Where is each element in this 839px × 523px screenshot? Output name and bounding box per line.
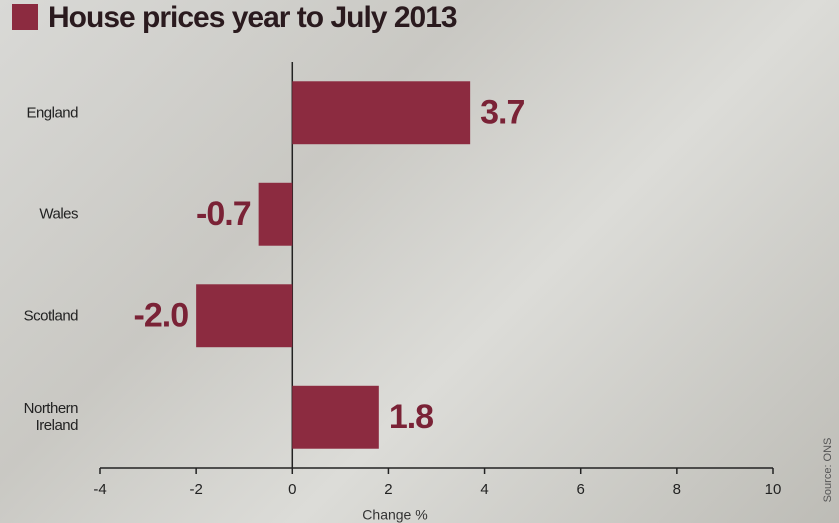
x-axis-label: Change % <box>362 507 427 523</box>
x-tick-label: 8 <box>673 481 681 498</box>
y-tick-label: England <box>26 104 78 122</box>
x-tick-label: 10 <box>765 481 782 498</box>
value-label: -0.7 <box>196 195 251 233</box>
value-label: 1.8 <box>389 398 433 436</box>
x-tick-label: 2 <box>384 481 392 498</box>
bar <box>196 284 293 348</box>
bar <box>258 182 293 246</box>
y-tick-label: Wales <box>39 205 78 223</box>
y-tick-label: Scotland <box>23 307 79 325</box>
x-tick-label: -2 <box>189 481 202 498</box>
value-label: 3.7 <box>480 94 524 132</box>
source: Source: ONS <box>822 438 834 503</box>
chart-title: House prices year to July 2013 <box>48 1 457 34</box>
y-tick-label: Northern Ireland <box>23 400 79 435</box>
bar <box>292 385 379 449</box>
bar <box>292 81 471 145</box>
value-label: -2.0 <box>134 297 189 335</box>
title-marker <box>12 4 38 30</box>
x-tick-label: -4 <box>93 481 106 498</box>
x-tick-label: 0 <box>288 481 296 498</box>
x-tick-label: 6 <box>577 481 585 498</box>
x-tick-label: 4 <box>480 481 488 498</box>
